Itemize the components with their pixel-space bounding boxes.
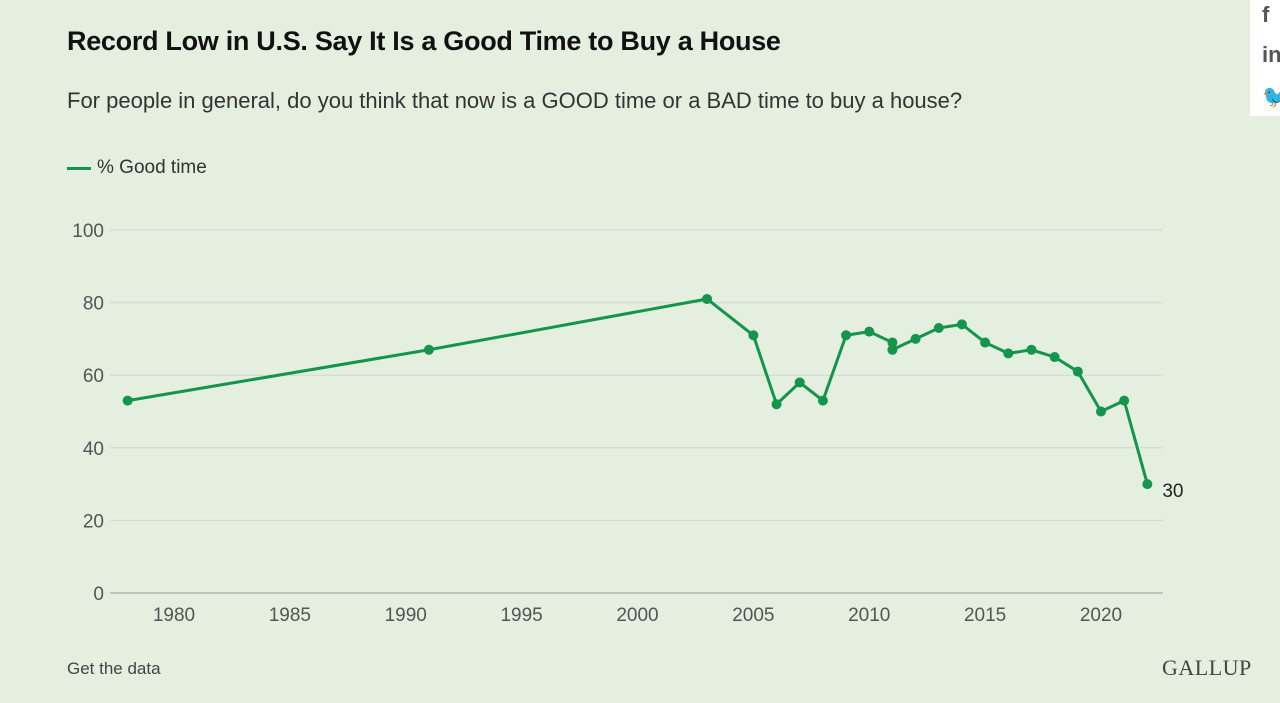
chart-title: Record Low in U.S. Say It Is a Good Time… xyxy=(67,26,781,56)
data-label: 30 xyxy=(1162,481,1183,502)
legend-swatch xyxy=(67,166,91,170)
x-tick-label: 1980 xyxy=(153,605,195,626)
data-point xyxy=(1096,406,1106,417)
twitter-icon[interactable]: 🐦 xyxy=(1262,84,1280,109)
y-tick-label: 60 xyxy=(83,366,104,387)
legend-label: % Good time xyxy=(97,157,207,178)
facebook-icon[interactable]: f xyxy=(1262,2,1270,27)
y-tick-label: 40 xyxy=(83,439,104,460)
data-point xyxy=(122,395,133,406)
y-tick-label: 100 xyxy=(72,221,104,242)
share-panel: f in 🐦 xyxy=(1250,0,1280,116)
gallup-logo: GALLUP xyxy=(1162,655,1252,680)
y-tick-label: 80 xyxy=(83,294,104,315)
data-point xyxy=(910,333,921,344)
y-tick-label: 20 xyxy=(83,511,104,532)
x-tick-label: 2015 xyxy=(964,605,1006,626)
data-point xyxy=(841,330,852,341)
get-data-link[interactable]: Get the data xyxy=(67,659,161,678)
data-point xyxy=(887,337,898,348)
y-tick-label: 0 xyxy=(93,584,104,605)
data-point xyxy=(1003,348,1014,359)
data-point xyxy=(956,319,967,330)
x-tick-label: 1995 xyxy=(500,605,542,626)
x-tick-label: 1985 xyxy=(269,605,311,626)
legend: % Good time xyxy=(67,157,207,179)
data-point xyxy=(1072,366,1083,377)
linkedin-icon[interactable]: in xyxy=(1262,42,1280,67)
data-point xyxy=(1142,479,1153,490)
x-tick-label: 2010 xyxy=(848,605,890,626)
data-point xyxy=(1119,395,1130,406)
data-point xyxy=(794,377,805,388)
data-point xyxy=(887,344,898,355)
data-point xyxy=(933,323,944,334)
chart-subtitle: For people in general, do you think that… xyxy=(67,88,963,113)
data-point xyxy=(1049,352,1060,363)
data-point xyxy=(771,399,782,410)
data-point xyxy=(980,337,991,348)
data-point xyxy=(423,344,434,355)
x-tick-label: 1990 xyxy=(385,605,427,626)
series-line xyxy=(127,297,1149,485)
data-point xyxy=(702,293,713,304)
x-tick-label: 2005 xyxy=(732,605,774,626)
data-point xyxy=(864,326,875,337)
data-point xyxy=(748,330,759,341)
x-tick-label: 2020 xyxy=(1080,605,1122,626)
data-point xyxy=(1026,344,1037,355)
data-point xyxy=(817,395,828,406)
x-tick-label: 2000 xyxy=(616,605,658,626)
